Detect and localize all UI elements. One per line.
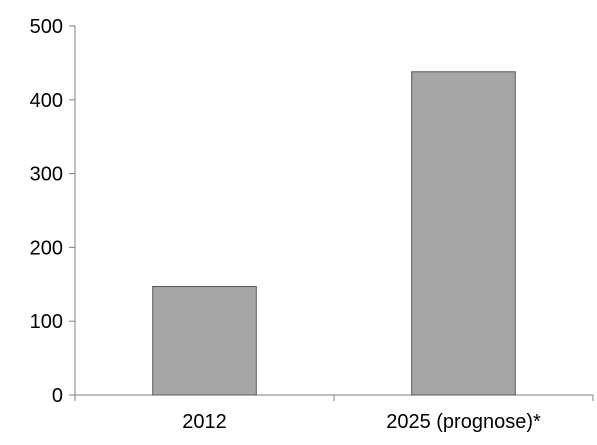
y-tick-label: 400 bbox=[30, 90, 63, 112]
y-tick-label: 100 bbox=[30, 311, 63, 333]
y-tick-label: 0 bbox=[52, 385, 63, 407]
x-axis: 2012 2025 (prognose)* bbox=[74, 394, 594, 433]
y-tick-label: 500 bbox=[30, 16, 63, 38]
bar-1 bbox=[411, 71, 516, 396]
y-tick-label: 300 bbox=[30, 164, 63, 186]
x-tick-label: 2012 bbox=[182, 411, 227, 433]
y-tick-label: 200 bbox=[30, 237, 63, 259]
bar-0 bbox=[152, 286, 257, 396]
bars bbox=[152, 71, 516, 396]
x-tick-label: 2025 (prognose)* bbox=[386, 411, 541, 433]
y-axis: 0 100 200 300 400 500 bbox=[30, 16, 76, 407]
